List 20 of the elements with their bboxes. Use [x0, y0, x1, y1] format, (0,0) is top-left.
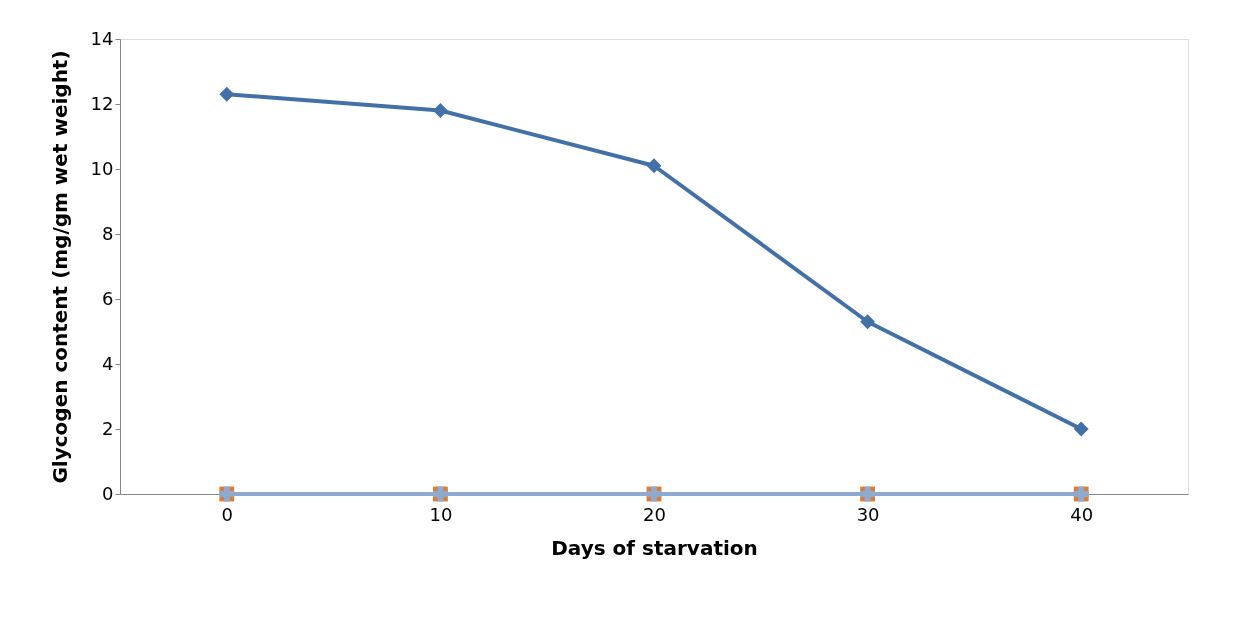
y-tick-label: 0 [102, 482, 114, 504]
x-tick-label: 20 [643, 503, 666, 525]
y-tick-label: 4 [102, 352, 114, 374]
y-tick-label: 2 [102, 417, 114, 439]
y-tick-label: 14 [90, 27, 114, 49]
point [646, 158, 662, 174]
x-tick-label: 30 [856, 503, 880, 525]
point [860, 314, 876, 330]
point [219, 86, 235, 102]
y-tick-label: 6 [102, 287, 114, 309]
x-axis-title: Days of starvation [551, 535, 758, 560]
y-tick-label: 12 [90, 92, 114, 114]
point [1073, 421, 1089, 437]
point [432, 103, 448, 118]
y-tick-label: 10 [90, 157, 114, 179]
x-tick-label: 0 [221, 503, 234, 525]
x-tick-label: 40 [1070, 503, 1094, 525]
y-axis-title: Glycogen content (mg/gm wet weight) [47, 50, 72, 484]
x-tick-label: 10 [429, 503, 453, 525]
y-tick-label: 8 [102, 222, 114, 244]
